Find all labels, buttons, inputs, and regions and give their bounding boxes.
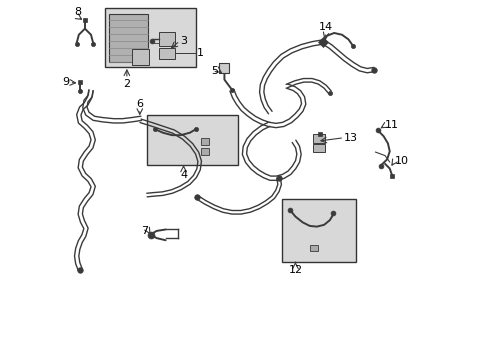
Text: 5: 5	[211, 66, 218, 76]
Bar	[159, 48, 175, 59]
Bar	[282, 199, 355, 262]
Bar	[201, 148, 208, 155]
Bar	[147, 116, 238, 165]
Text: 8: 8	[74, 7, 81, 17]
Bar	[201, 138, 208, 145]
Text: 1: 1	[197, 48, 204, 58]
Text: 6: 6	[136, 99, 143, 109]
Bar	[313, 134, 324, 143]
Text: 11: 11	[384, 121, 398, 130]
Text: 9: 9	[62, 77, 69, 87]
Bar	[313, 144, 324, 152]
Text: 2: 2	[123, 79, 130, 89]
Bar	[219, 63, 229, 73]
Text: 13: 13	[344, 133, 358, 143]
Bar	[309, 244, 317, 251]
Text: 12: 12	[288, 265, 302, 275]
Bar	[109, 14, 148, 62]
Bar	[159, 32, 175, 45]
Bar	[104, 8, 196, 67]
Text: 14: 14	[319, 22, 333, 32]
Bar	[131, 49, 148, 64]
Text: 3: 3	[180, 36, 186, 46]
Text: 4: 4	[180, 170, 187, 180]
Text: 7: 7	[141, 226, 148, 236]
Text: 10: 10	[394, 156, 407, 166]
